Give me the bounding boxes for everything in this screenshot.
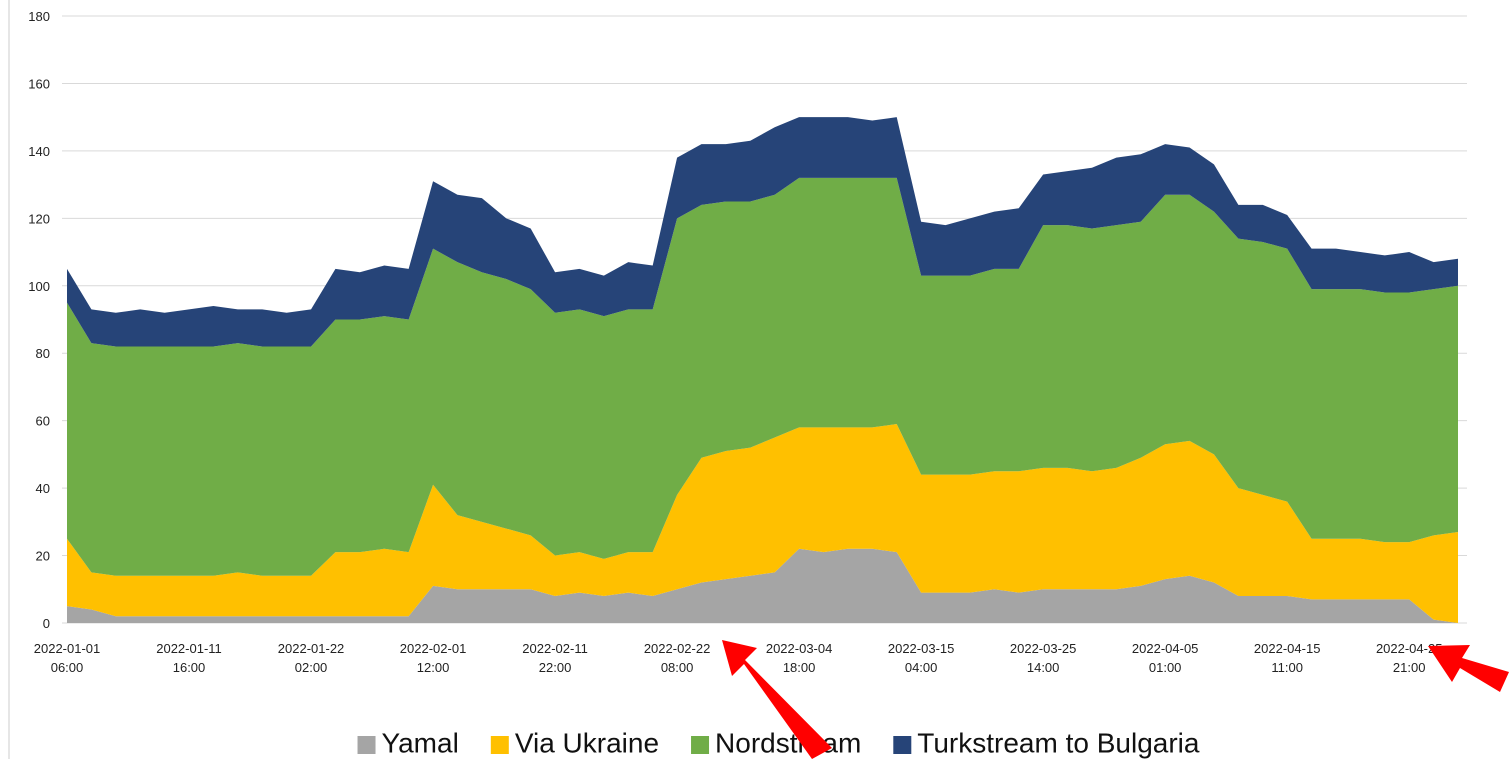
y-tick-label: 140	[28, 144, 50, 159]
y-tick-label: 40	[36, 481, 50, 496]
area	[67, 548, 1458, 623]
legend-label: Via Ukraine	[515, 727, 659, 758]
x-tick-label: 2022-04-05 01:00	[1132, 641, 1199, 675]
y-tick-label: 60	[36, 414, 50, 429]
legend: Yamal Via Ukraine Nordstream Turkstream to …	[357, 727, 1200, 758]
x-tick-label: 2022-03-04 18:00	[766, 641, 833, 675]
legend-label: Turkstream to Bulgaria	[917, 727, 1200, 758]
x-tick-label: 2022-02-11 22:00	[522, 641, 588, 675]
y-tick-label: 0	[43, 616, 50, 631]
legend-swatch	[893, 736, 912, 754]
x-tick-label: 2022-02-01 12:00	[400, 641, 467, 675]
labels: 0 20 40 60 80 100 120 140 160 180 2022-01-01 06:00 2…	[28, 9, 1442, 675]
x-tick-label: 2022-03-25 14:00	[1010, 641, 1077, 675]
y-tick-label: 120	[28, 211, 50, 226]
arrow	[722, 640, 832, 759]
x-tick-label: 2022-04-15 11:00	[1254, 641, 1321, 675]
legend-label: Yamal	[382, 727, 459, 758]
arrow	[1428, 645, 1509, 692]
legend-swatch	[490, 736, 509, 754]
y-tick-label: 100	[28, 279, 50, 294]
y-tick-label: 180	[28, 9, 50, 24]
areas	[67, 117, 1458, 623]
annotation-arrows	[722, 640, 1509, 759]
x-tick-label: 2022-01-01 06:00	[34, 641, 101, 675]
area	[67, 117, 1458, 347]
x-tick-label: 2022-01-11 16:00	[156, 641, 222, 675]
x-tick-label: 2022-04-25 21:00	[1376, 641, 1443, 675]
x-tick-label: 2022-02-22 08:00	[644, 641, 711, 675]
y-tick-label: 20	[36, 549, 50, 564]
y-tick-label: 80	[36, 346, 50, 361]
legend-swatch	[357, 736, 376, 754]
area	[67, 424, 1458, 623]
x-tick-label: 2022-03-15 04:00	[888, 641, 955, 675]
area	[67, 177, 1458, 576]
legend-label: Nordstream	[715, 727, 861, 758]
y-tick-label: 160	[28, 76, 50, 91]
x-tick-label: 2022-01-22 02:00	[278, 641, 345, 675]
legend-swatch	[691, 736, 710, 754]
